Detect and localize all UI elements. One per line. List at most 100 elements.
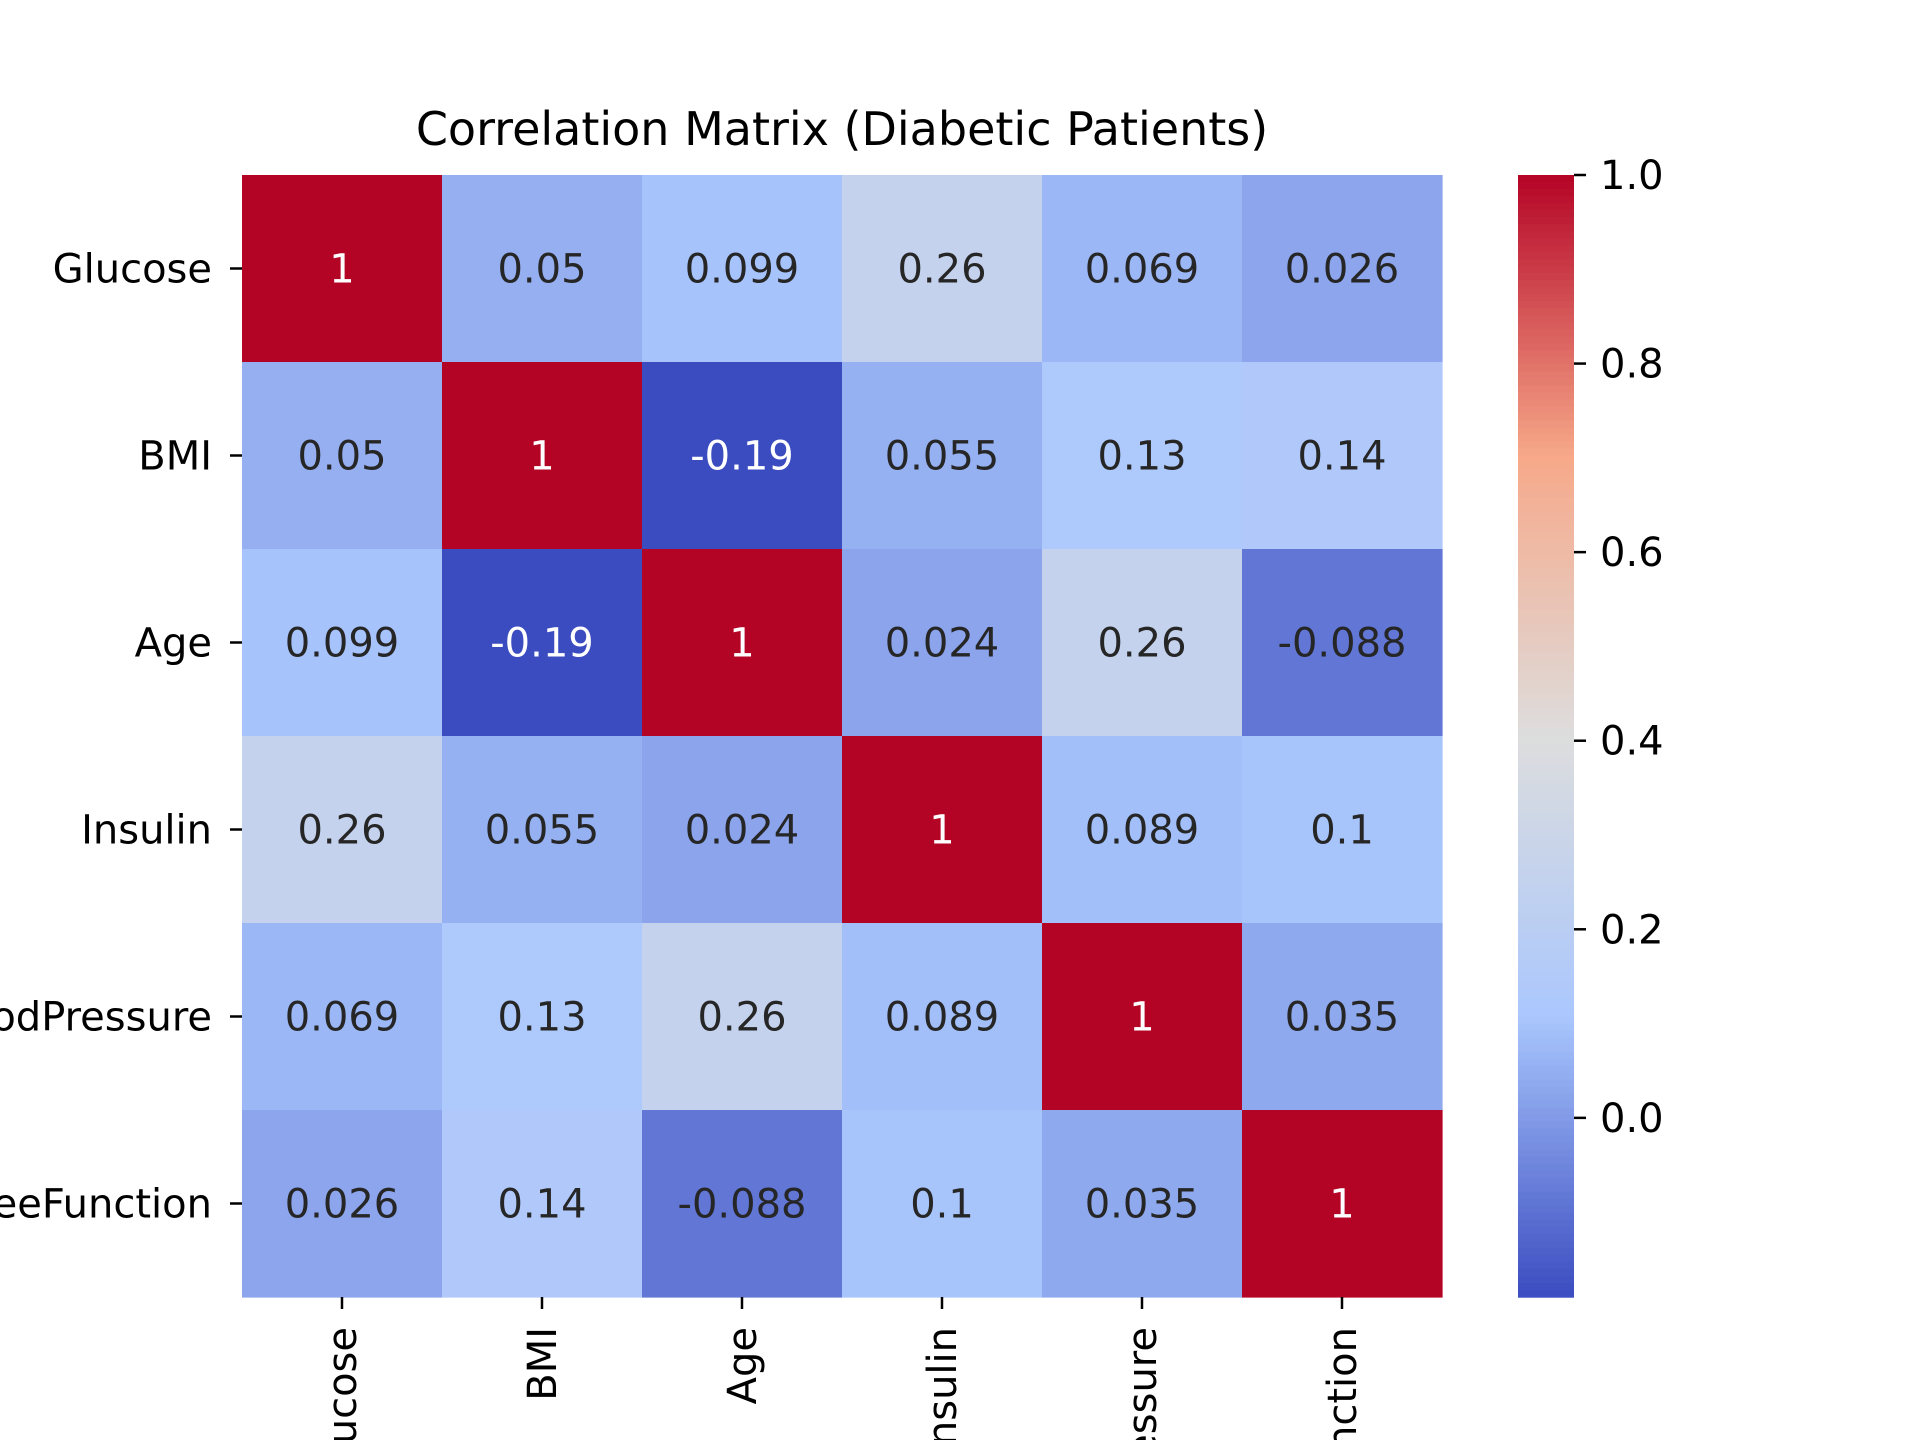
colorbar-strip [1518, 876, 1574, 884]
colorbar-strip [1518, 175, 1574, 183]
colorbar-strip [1518, 693, 1574, 702]
column-tick-label: BMI [520, 1327, 566, 1401]
heatmap-cell [642, 549, 843, 737]
colorbar-strip [1518, 392, 1574, 401]
column-tick-label: nction [1320, 1327, 1366, 1440]
colorbar-strip [1518, 1191, 1574, 1200]
colorbar-strip [1518, 904, 1574, 913]
colorbar-strip [1518, 245, 1574, 253]
colorbar-strip [1518, 1121, 1574, 1130]
colorbar-strip [1518, 925, 1574, 934]
colorbar-strip [1518, 490, 1574, 499]
colorbar-strip [1518, 960, 1574, 969]
colorbar-strip [1518, 273, 1574, 281]
colorbar-strip [1518, 476, 1574, 485]
heatmap-cell [642, 1110, 843, 1298]
heatmap-cell [842, 175, 1043, 363]
cell-value-label: 0.099 [285, 621, 400, 667]
heatmap-cells: 1 0.05 0.099 0.26 0.069 0.026 0.05 1 -0.19 0.055 0… [242, 175, 1443, 1298]
colorbar-strip [1518, 757, 1574, 765]
colorbar-strip [1518, 1226, 1574, 1235]
colorbar-strip [1518, 196, 1574, 204]
colorbar-strip [1518, 308, 1574, 316]
colorbar-strip [1518, 799, 1574, 807]
heatmap-cell [642, 175, 843, 363]
cell-value-label: 1 [529, 434, 554, 480]
colorbar-strip [1518, 897, 1574, 905]
heatmap-cell [1042, 175, 1243, 363]
colorbar-strip [1518, 665, 1574, 674]
colorbar-strip [1518, 721, 1574, 730]
cell-value-label: 0.14 [1297, 434, 1386, 480]
heatmap-cell [1042, 736, 1243, 924]
column-tick-label: Age [720, 1327, 766, 1404]
colorbar-strip [1518, 918, 1574, 927]
colorbar-strip [1518, 448, 1574, 457]
colorbar-strip [1518, 1128, 1574, 1137]
colorbar-strip [1518, 518, 1574, 527]
colorbar-strip [1518, 406, 1574, 415]
colorbar-strip [1518, 287, 1574, 295]
heatmap-cell [1042, 549, 1243, 737]
colorbar-tick-label: 0.0 [1600, 1096, 1664, 1142]
colorbar-strip [1518, 869, 1574, 877]
colorbar-strip [1518, 1254, 1574, 1263]
row-tick-label: Insulin [81, 808, 212, 854]
colorbar-strip [1518, 609, 1574, 618]
colorbar-strip [1518, 771, 1574, 779]
colorbar-strip [1518, 967, 1574, 976]
colorbar-strip [1518, 301, 1574, 309]
colorbar-strip [1518, 427, 1574, 436]
colorbar-strip [1518, 420, 1574, 429]
colorbar-strip [1518, 1093, 1574, 1102]
colorbar-strip [1518, 946, 1574, 955]
row-tick-labels: Glucose BMI Age Insulin odPressure eeFunction [0, 247, 242, 1228]
cell-value-label: 0.035 [1285, 995, 1400, 1041]
colorbar-strip [1518, 602, 1574, 611]
colorbar-strip [1518, 567, 1574, 576]
heatmap-cell [842, 736, 1043, 924]
cell-value-label: 1 [329, 247, 354, 293]
colorbar-strip [1518, 911, 1574, 920]
colorbar-strip [1518, 658, 1574, 667]
heatmap-cell [642, 736, 843, 924]
colorbar-strip [1518, 539, 1574, 548]
colorbar-strip [1518, 455, 1574, 464]
heatmap-cell [442, 1110, 643, 1298]
colorbar-strip [1518, 855, 1574, 863]
heatmap-cell [242, 175, 443, 363]
colorbar-strip [1518, 672, 1574, 681]
cell-value-label: 0.26 [697, 995, 786, 1041]
heatmap-cell [242, 923, 443, 1111]
heatmap-cell [442, 362, 643, 550]
row-tick-label: BMI [138, 434, 212, 480]
colorbar-strip [1518, 1009, 1574, 1018]
colorbar-strip [1518, 841, 1574, 849]
colorbar-strip [1518, 525, 1574, 534]
colorbar-strip [1518, 560, 1574, 569]
cell-value-label: 0.024 [685, 808, 800, 854]
cell-value-label: 0.13 [1097, 434, 1186, 480]
row-tick-label: odPressure [0, 995, 212, 1041]
heatmap-cell [1042, 362, 1243, 550]
colorbar-strip [1518, 750, 1574, 758]
colorbar-strip [1518, 778, 1574, 786]
colorbar-tick-label: 0.4 [1600, 719, 1664, 765]
colorbar-strip [1518, 280, 1574, 288]
cell-value-label: 0.069 [285, 995, 400, 1041]
cell-value-label: 0.026 [1285, 247, 1400, 293]
colorbar: 0.0 0.2 0.4 0.6 0.8 1.0 [1518, 153, 1664, 1298]
cell-value-label: 0.26 [897, 247, 986, 293]
heatmap-cell [242, 362, 443, 550]
heatmap-cell [842, 923, 1043, 1111]
cell-value-label: 0.05 [297, 434, 386, 480]
colorbar-strip [1518, 637, 1574, 646]
colorbar-strip [1518, 1058, 1574, 1067]
heatmap-cell [1042, 1110, 1243, 1298]
cell-value-label: 0.05 [497, 247, 586, 293]
colorbar-strip [1518, 1016, 1574, 1025]
colorbar-strip [1518, 1037, 1574, 1046]
colorbar-tick-label: 0.6 [1600, 530, 1664, 576]
heatmap-cell [242, 736, 443, 924]
